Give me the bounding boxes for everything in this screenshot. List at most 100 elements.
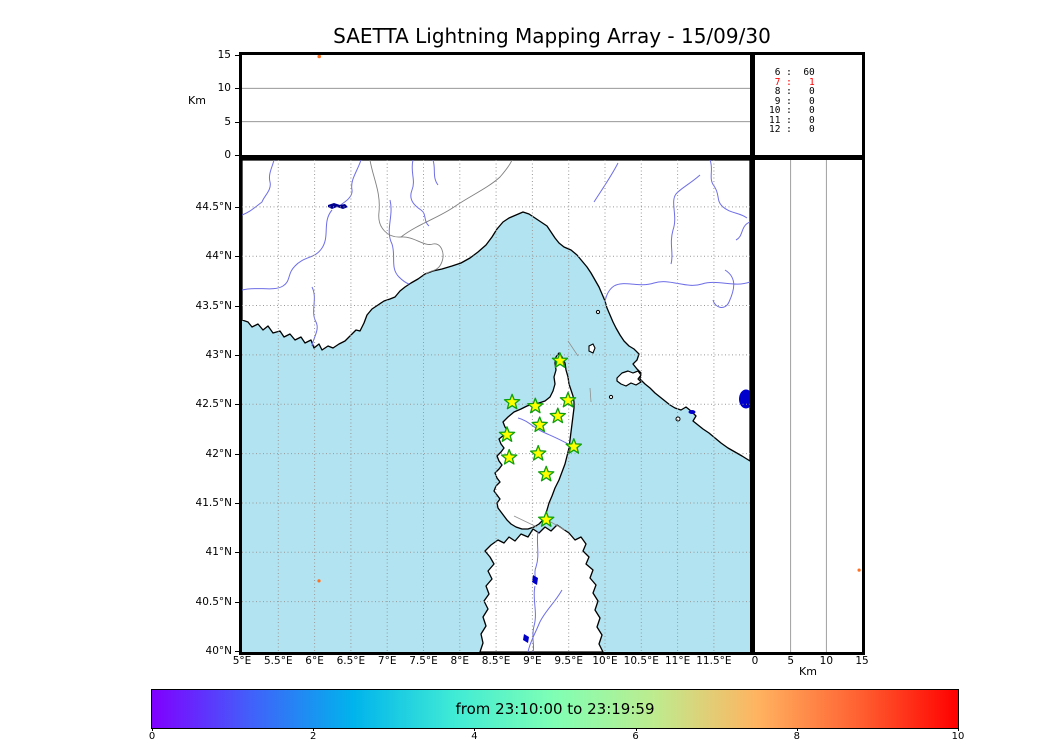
lon-tick-label: 10.5°E xyxy=(623,655,659,667)
station-star-marker xyxy=(500,448,518,465)
station-star-marker xyxy=(559,391,577,408)
colorbar-tick xyxy=(313,728,315,731)
lon-tick xyxy=(713,652,715,655)
right-panel-xtick-label: 15 xyxy=(855,655,869,667)
station-count-row: 7 : 1 xyxy=(769,76,815,88)
lon-tick-label: 7°E xyxy=(377,655,397,667)
right-panel-xtick xyxy=(790,652,792,655)
lake-serre-poncon xyxy=(328,203,348,209)
river-path xyxy=(670,174,701,265)
altitude-time-panel xyxy=(239,52,753,158)
lat-tick xyxy=(235,601,239,603)
lon-tick xyxy=(314,652,316,655)
pianosa-island xyxy=(608,394,614,400)
station-count-row: 11 : 0 xyxy=(769,114,815,126)
station-star-marker xyxy=(498,426,516,442)
maritime-line xyxy=(548,520,566,531)
lon-tick-label: 10°E xyxy=(592,655,618,667)
river-path xyxy=(527,589,563,652)
map-plot xyxy=(242,160,750,652)
lat-tick-label: 41°N xyxy=(205,546,232,559)
lat-tick xyxy=(235,453,239,455)
lon-tick xyxy=(605,652,606,655)
station-star-marker xyxy=(537,511,555,527)
lon-tick xyxy=(568,652,570,655)
maritime-line xyxy=(567,340,579,357)
station-star-marker xyxy=(527,397,544,414)
lake-group xyxy=(328,203,750,643)
lightning-event-point xyxy=(317,579,321,583)
lat-tick xyxy=(235,206,239,208)
lon-tick-label: 6.5°E xyxy=(336,655,366,667)
colorbar-tick-label: 0 xyxy=(148,731,156,742)
maritime-line xyxy=(589,387,592,403)
map-overlays xyxy=(317,352,583,583)
lon-tick xyxy=(459,652,461,655)
right-panel-xtick xyxy=(755,652,756,655)
lon-tick xyxy=(532,652,534,655)
colorbar-tick xyxy=(474,728,476,731)
station-star-marker xyxy=(565,438,583,454)
colorbar: from 23:10:00 to 23:19:59 xyxy=(151,689,959,729)
lon-tick-label: 9°E xyxy=(523,655,542,667)
altitude-time-plot xyxy=(242,55,750,123)
lon-tick-label: 5°E xyxy=(232,655,252,667)
top-panel-ytick xyxy=(235,55,239,56)
colorbar-time-label: from 23:10:00 to 23:19:59 xyxy=(455,700,655,718)
lat-tick-label: 42°N xyxy=(205,447,232,460)
top-panel-ytick xyxy=(235,121,239,123)
river-path xyxy=(593,162,619,203)
lat-tick-label: 42.5°N xyxy=(195,398,232,411)
station-count-row: 9 : 0 xyxy=(769,95,815,107)
station-count-panel: 6 : 60 7 : 1 8 : 0 9 : 0 10 : 0 11 : 0 12 :… xyxy=(752,52,865,158)
lat-tick xyxy=(235,552,239,554)
lake-bolsena xyxy=(739,389,750,409)
lon-tick-label: 8.5°E xyxy=(481,655,511,667)
river-path xyxy=(388,199,410,285)
station-star-marker xyxy=(503,393,521,410)
lagoon-orbetello xyxy=(688,410,696,414)
right-panel-xtick-label: 5 xyxy=(787,655,794,667)
map-panel xyxy=(239,157,753,655)
colorbar-tick xyxy=(796,728,798,731)
colorbar-tick-label: 6 xyxy=(632,731,639,742)
station-count-row: 10 : 0 xyxy=(769,105,815,116)
lat-tick-label: 40°N xyxy=(205,645,232,657)
lat-tick-label: 44.5°N xyxy=(195,200,232,213)
lon-tick xyxy=(387,652,389,655)
plot-title: SAETTA Lightning Mapping Array - 15/09/3… xyxy=(333,24,771,48)
lat-tick-label: 43°N xyxy=(205,348,232,361)
lat-tick xyxy=(235,651,239,652)
station-star-marker xyxy=(537,465,555,482)
top-panel-ytick-label: 0 xyxy=(224,149,231,161)
top-panel-ytick xyxy=(235,88,239,90)
lightning-point xyxy=(317,55,321,59)
lat-tick xyxy=(235,404,239,406)
right-panel-xtick-label: 0 xyxy=(751,655,759,667)
station-count-row: 8 : 0 xyxy=(769,86,815,97)
lightning-point xyxy=(857,568,861,572)
gorgona-island xyxy=(595,309,601,315)
mainland-coastline xyxy=(242,160,750,462)
lon-tick xyxy=(350,652,352,655)
elba-island xyxy=(616,370,642,387)
station-count-row: 12 : 0 xyxy=(769,124,815,135)
lat-tick-label: 41.5°N xyxy=(195,496,232,509)
river-path xyxy=(532,585,536,652)
maritime-line xyxy=(513,515,538,528)
river-path xyxy=(712,269,735,308)
lon-tick-label: 5.5°E xyxy=(264,655,293,667)
land-group xyxy=(242,160,750,652)
river-path xyxy=(517,417,574,448)
right-panel-xtick xyxy=(826,652,828,655)
river-path xyxy=(338,160,362,207)
lake-sardinia-south xyxy=(523,634,529,643)
altitude-latitude-panel xyxy=(752,157,865,655)
colorbar-tick xyxy=(958,728,959,731)
river-path xyxy=(242,209,333,291)
top-panel-ylabel: Km xyxy=(188,94,206,107)
lat-tick xyxy=(235,502,239,504)
lon-tick xyxy=(677,652,679,655)
river-path xyxy=(410,160,430,227)
colorbar-tick-label: 2 xyxy=(310,731,317,742)
